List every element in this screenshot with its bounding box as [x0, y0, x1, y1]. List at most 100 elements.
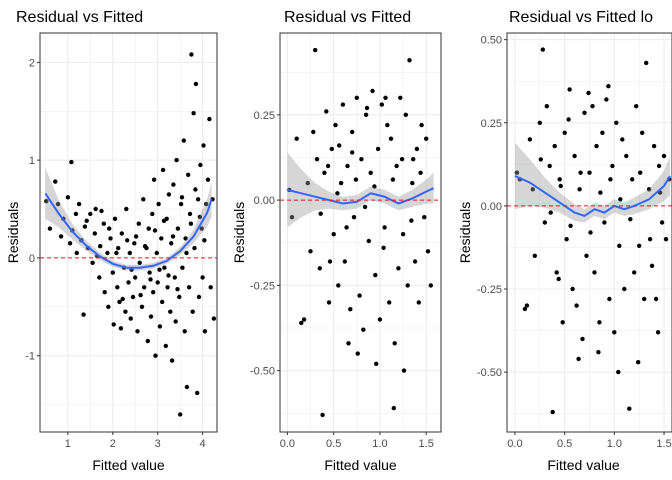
- data-point: [84, 218, 89, 223]
- data-point: [632, 270, 637, 275]
- data-point: [604, 97, 609, 102]
- chart-title: Residual vs Fitted: [16, 9, 143, 26]
- data-point: [142, 244, 148, 249]
- data-point: [556, 276, 561, 282]
- y-tick-label: -0.50: [250, 366, 275, 378]
- data-point: [355, 351, 360, 356]
- data-point: [65, 195, 71, 200]
- data-point: [370, 88, 375, 94]
- panel-border: [506, 32, 672, 433]
- y-tick-label: -0.50: [477, 367, 502, 379]
- smooth-line: [287, 187, 435, 205]
- y-tick-label: 0.00: [254, 195, 275, 207]
- data-point: [532, 253, 537, 258]
- x-tick-label: 4: [200, 438, 206, 450]
- data-point: [414, 146, 420, 152]
- data-point: [145, 338, 150, 344]
- data-point: [382, 225, 387, 230]
- y-axis-label: Residuals: [5, 202, 21, 263]
- data-point: [554, 270, 559, 275]
- data-point: [53, 179, 58, 184]
- data-point: [514, 170, 520, 175]
- data-point: [558, 183, 563, 189]
- data-point: [107, 226, 112, 231]
- data-point: [659, 220, 665, 225]
- data-point: [568, 223, 573, 228]
- data-point: [540, 47, 545, 52]
- data-point: [594, 143, 599, 149]
- data-point: [139, 304, 145, 309]
- chart-title: Residual vs Fitted: [284, 9, 411, 26]
- data-point: [189, 52, 194, 57]
- data-point: [44, 199, 49, 204]
- data-point: [560, 320, 565, 325]
- data-point: [617, 243, 622, 248]
- data-point: [405, 283, 410, 288]
- data-point: [120, 296, 125, 302]
- data-point: [299, 320, 304, 326]
- data-point: [400, 232, 406, 237]
- data-point: [98, 244, 103, 249]
- data-point: [596, 350, 601, 355]
- data-point: [399, 157, 405, 162]
- data-point: [361, 327, 366, 332]
- data-point: [580, 336, 585, 342]
- data-point: [202, 238, 207, 243]
- x-axis-label: Fitted value: [547, 457, 620, 473]
- data-point: [656, 163, 662, 169]
- x-tick-label: 0.5: [557, 438, 572, 450]
- data-point: [538, 157, 543, 162]
- y-tick-label: 2: [29, 57, 35, 69]
- data-point: [576, 356, 581, 362]
- data-point: [363, 112, 369, 118]
- data-point: [47, 226, 53, 231]
- data-point: [155, 280, 160, 285]
- chart-title: Residual vs Fitted lo: [509, 9, 653, 26]
- data-point: [388, 136, 394, 141]
- data-point: [182, 329, 187, 334]
- data-point: [387, 300, 392, 305]
- data-point: [346, 341, 351, 346]
- panel-2: 0.0 0.5 1.0 1.5 -0.50 -0.25 0.00 0.25 Residual v…: [231, 9, 442, 473]
- smooth-confidence-band: [287, 152, 434, 228]
- data-point: [175, 226, 181, 231]
- data-point: [342, 259, 347, 264]
- data-point: [82, 224, 88, 229]
- y-tick-label: 0.00: [481, 201, 502, 213]
- data-point: [329, 146, 334, 152]
- data-point: [157, 267, 162, 272]
- data-point: [170, 234, 176, 239]
- data-point: [130, 294, 136, 300]
- data-point: [175, 287, 180, 292]
- data-point: [166, 273, 171, 278]
- data-point: [403, 112, 408, 118]
- panel-border: [279, 32, 442, 433]
- data-point: [88, 211, 93, 217]
- data-point: [313, 47, 318, 53]
- data-point: [92, 231, 98, 236]
- data-point: [642, 296, 647, 302]
- data-point: [552, 143, 557, 149]
- data-point: [172, 275, 177, 280]
- data-point: [651, 143, 657, 149]
- data-point: [193, 81, 199, 87]
- data-point: [610, 163, 615, 169]
- y-tick-label: -1: [25, 351, 35, 363]
- data-point: [105, 250, 110, 256]
- data-point: [116, 245, 121, 251]
- data-point: [375, 146, 381, 152]
- data-point: [383, 95, 388, 101]
- data-point: [184, 384, 190, 390]
- data-point: [630, 177, 635, 182]
- data-point: [128, 316, 133, 321]
- data-point: [598, 190, 603, 195]
- data-point: [614, 120, 619, 126]
- data-point: [195, 390, 200, 396]
- data-point: [152, 228, 158, 233]
- plot-area: [40, 52, 217, 417]
- y-tick-label: 1: [29, 155, 35, 167]
- data-point: [586, 90, 591, 96]
- data-point: [198, 162, 203, 168]
- data-point: [186, 285, 192, 290]
